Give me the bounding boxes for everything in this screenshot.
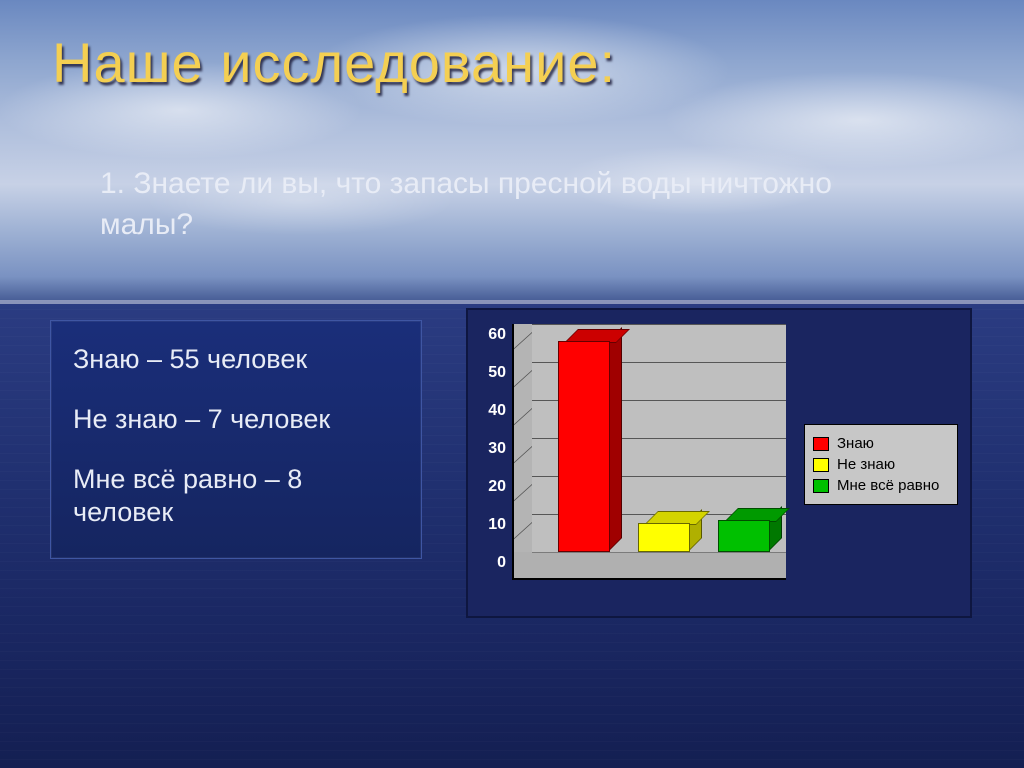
question-text: 1. Знаете ли вы, что запасы пресной воды… bbox=[100, 164, 880, 245]
chart-ytick-label: 50 bbox=[478, 364, 506, 382]
chart-ytick-label: 40 bbox=[478, 402, 506, 420]
legend-row: Знаю bbox=[813, 433, 949, 454]
chart-bar-front bbox=[718, 520, 770, 552]
legend-label: Мне всё равно bbox=[837, 478, 939, 493]
chart-bar-front bbox=[638, 523, 690, 552]
chart-gridline bbox=[532, 324, 786, 325]
legend-swatch bbox=[813, 458, 829, 472]
chart-ytick-label: 30 bbox=[478, 440, 506, 458]
answer-row-1: Знаю – 55 человек bbox=[73, 343, 399, 377]
legend-label: Не знаю bbox=[837, 457, 895, 472]
chart-side-wall bbox=[514, 324, 532, 552]
answers-panel: Знаю – 55 человек Не знаю – 7 человек Мн… bbox=[50, 320, 422, 559]
chart-legend: Знаю Не знаю Мне всё равно bbox=[804, 424, 958, 505]
chart-ytick-label: 10 bbox=[478, 516, 506, 534]
legend-label: Знаю bbox=[837, 436, 874, 451]
chart-bar bbox=[638, 525, 688, 552]
legend-row: Не знаю bbox=[813, 454, 949, 475]
chart-bar-side bbox=[608, 327, 622, 552]
chart-ytick-label: 60 bbox=[478, 326, 506, 344]
slide: Наше исследование: 1. Знаете ли вы, что … bbox=[0, 0, 1024, 768]
chart-bar bbox=[558, 343, 608, 552]
answer-row-2: Не знаю – 7 человек bbox=[73, 403, 399, 437]
chart-floor bbox=[514, 552, 786, 578]
legend-swatch bbox=[813, 437, 829, 451]
legend-row: Мне всё равно bbox=[813, 475, 949, 496]
page-title: Наше исследование: bbox=[52, 30, 616, 95]
chart-ytick-label: 0 bbox=[478, 554, 506, 572]
chart-bar-front bbox=[558, 341, 610, 552]
chart-panel: Знаю Не знаю Мне всё равно 0 10 20 30 40 50 60 bbox=[466, 308, 972, 618]
legend-swatch bbox=[813, 479, 829, 493]
chart-ytick-label: 20 bbox=[478, 478, 506, 496]
chart-plot-area bbox=[512, 324, 786, 580]
answer-row-3: Мне всё равно – 8 человек bbox=[73, 463, 399, 531]
chart-bar bbox=[718, 522, 768, 552]
